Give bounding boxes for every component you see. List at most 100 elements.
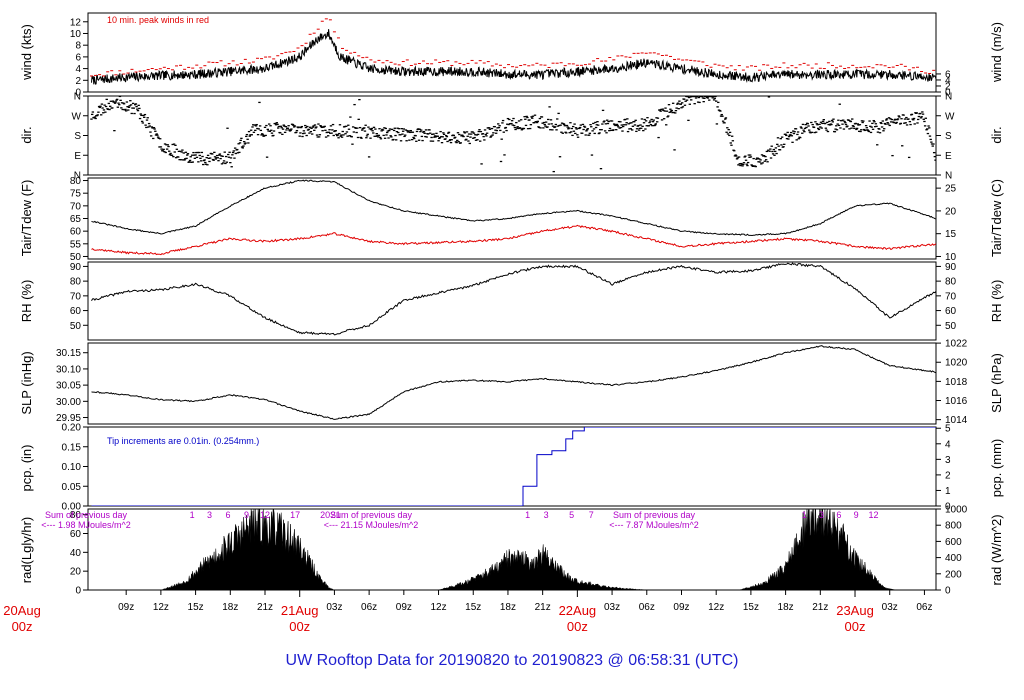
dewpoint-line [91, 224, 936, 256]
y-tick-label-right: 600 [945, 537, 962, 548]
date-label-day: 21Aug [281, 603, 319, 618]
y-axis-label-right: RH (%) [989, 280, 1004, 323]
y-tick-label-right: 70 [945, 291, 957, 302]
y-tick-label-left: 20 [70, 567, 82, 578]
y-tick-label-right: N [945, 92, 952, 103]
hour-marker: 1 [190, 510, 195, 520]
y-tick-label-right: 1022 [945, 339, 968, 350]
y-tick-label-left: 0.00 [62, 502, 82, 513]
hour-marker: 3 [207, 510, 212, 520]
radiation-sum-label: Sum of previous day [613, 510, 696, 520]
date-label-hour: 00z [289, 619, 310, 634]
radiation-sum-value: <--- 21.15 MJoules/m^2 [324, 520, 419, 530]
date-label-day: 20Aug [3, 603, 41, 618]
hour-marker: 12 [260, 510, 270, 520]
y-tick-label-left: 50 [70, 321, 82, 332]
y-tick-label-left: 30.05 [56, 381, 81, 392]
y-tick-label-left: 4 [75, 64, 81, 75]
y-tick-label-right: 4 [945, 75, 951, 86]
y-tick-label-left: 12 [70, 17, 82, 28]
x-tick-label: 12z [153, 602, 169, 613]
hour-marker: 9 [854, 510, 859, 520]
panel-frame [87, 261, 937, 341]
y-tick-label-right: 0 [945, 88, 951, 99]
x-tick-label: 06z [639, 602, 655, 613]
y-tick-label-right: 2 [945, 470, 951, 481]
plot-area-wind [89, 18, 936, 85]
y-tick-label-right: 4 [945, 439, 951, 450]
y-tick-label-left: 0 [75, 88, 81, 99]
y-tick-label-right: 3 [945, 455, 951, 466]
y-axis-label-left: dir. [19, 126, 34, 143]
y-tick-label-left: 55 [70, 239, 82, 250]
y-axis-label-left: pcp. (in) [19, 445, 34, 492]
panel-slp: 29.95 30.00 30.05 30.10 30.15 1014 1016 1018 102… [19, 339, 1004, 427]
y-tick-label-left: 50 [70, 252, 82, 263]
y-tick-label-right: 1000 [945, 505, 968, 516]
y-tick-label-left: 90 [70, 262, 82, 273]
panel-frame [87, 95, 937, 176]
hour-marker: 3 [819, 510, 824, 520]
x-tick-label: 15z [188, 602, 204, 613]
y-tick-label-right: 20 [945, 206, 957, 217]
date-label-day: 22Aug [559, 603, 597, 618]
y-tick-label-right: 1020 [945, 358, 968, 369]
y-tick-label-left: 70 [70, 201, 82, 212]
plot-area-slp [91, 345, 936, 420]
sea-level-pressure-line [91, 345, 936, 420]
y-tick-label-right: 800 [945, 521, 962, 532]
y-tick-label-left: 75 [70, 189, 82, 200]
plot-area-temp [91, 179, 936, 256]
x-tick-label: 21z [257, 602, 273, 613]
wind-series-line [91, 29, 936, 85]
hour-marker: 1 [525, 510, 530, 520]
x-tick-label: 12z [430, 602, 446, 613]
relative-humidity-line [91, 262, 936, 336]
plot-area-pcp [91, 427, 936, 506]
y-tick-label-left: 0.20 [62, 423, 82, 434]
precipitation-note: Tip increments are 0.01in. (0.254mm.) [107, 436, 259, 446]
x-tick-label: 15z [743, 602, 759, 613]
y-tick-label-left: 30.00 [56, 397, 81, 408]
y-tick-label-right: S [945, 131, 952, 142]
y-axis-label-right: wind (m/s) [989, 22, 1004, 83]
x-tick-label: 18z [222, 602, 238, 613]
y-tick-label-right: 400 [945, 553, 962, 564]
radiation-sum-value: <--- 1.98 MJoules/m^2 [41, 520, 131, 530]
y-tick-label-left: N [74, 171, 81, 182]
panel-rh: 50 60 70 80 90 50 60 70 80 90 RH (%) RH (%) [19, 261, 1004, 341]
hour-marker: 5 [569, 510, 574, 520]
y-tick-label-left: 70 [70, 291, 82, 302]
panel-frame [87, 12, 937, 93]
y-tick-label-left: 80 [70, 277, 82, 288]
y-tick-label-left: 30.10 [56, 364, 81, 375]
date-label-hour: 00z [567, 619, 588, 634]
y-axis-label-right: rad (W/m^2) [989, 514, 1004, 585]
chart-title: UW Rooftop Data for 20190820 to 20190823… [286, 652, 739, 669]
y-axis-label-left: Tair/Tdew (F) [19, 180, 34, 257]
x-tick-label: 06z [361, 602, 377, 613]
y-tick-label-right: 10 [945, 252, 957, 263]
y-tick-label-left: 10 [70, 29, 82, 40]
y-axis-label-right: pcp. (mm) [989, 439, 1004, 498]
hour-marker: 9 [244, 510, 249, 520]
hour-marker: 1 [802, 510, 807, 520]
y-axis-label-right: SLP (hPa) [989, 353, 1004, 413]
y-tick-label-right: W [945, 111, 955, 122]
y-tick-label-right: 1014 [945, 415, 968, 426]
y-axis-label-right: Tair/Tdew (C) [989, 179, 1004, 257]
x-tick-label: 21z [812, 602, 828, 613]
y-tick-label-right: 2 [945, 81, 951, 92]
y-tick-label-right: 15 [945, 229, 957, 240]
y-tick-label-right: 0 [945, 502, 951, 513]
hour-marker: 21 [331, 510, 341, 520]
y-tick-label-left: 8 [75, 41, 81, 52]
y-tick-label-right: 6 [945, 69, 951, 80]
y-tick-label-left: N [74, 92, 81, 103]
date-label-day: 23Aug [836, 603, 874, 618]
